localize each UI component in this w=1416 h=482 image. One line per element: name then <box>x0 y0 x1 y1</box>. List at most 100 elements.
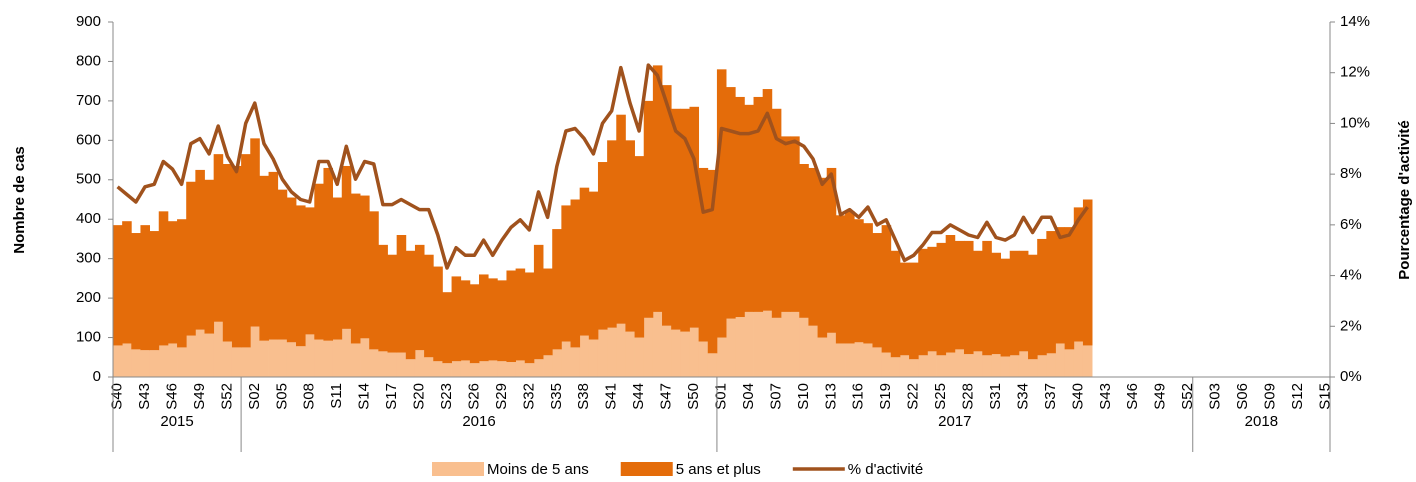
bar <box>469 284 480 364</box>
bar <box>1046 231 1056 354</box>
bar <box>588 191 599 340</box>
y2-tick-label: 2% <box>1340 317 1362 334</box>
x-tick-label: S29 <box>493 383 510 410</box>
bar <box>305 207 315 335</box>
bar <box>817 337 828 377</box>
bar <box>524 272 535 364</box>
y-tick-label: 0 <box>93 368 101 385</box>
bar <box>982 355 992 377</box>
y-tick-label: 200 <box>76 289 101 306</box>
bar <box>835 215 846 344</box>
bar <box>689 106 700 328</box>
bar <box>360 195 370 339</box>
bar <box>296 205 306 347</box>
bar <box>1055 343 1066 377</box>
bar <box>662 85 672 326</box>
group-label: 2018 <box>1245 413 1278 430</box>
bar <box>314 339 324 377</box>
bar <box>652 311 663 377</box>
x-tick-label: S12 <box>1289 383 1306 410</box>
x-tick-label: S49 <box>1152 383 1169 410</box>
bar <box>579 335 590 377</box>
bar <box>479 361 489 377</box>
bar <box>488 360 498 377</box>
bar <box>890 357 901 377</box>
bar <box>552 349 562 377</box>
bar <box>954 349 965 377</box>
x-tick-label: S03 <box>1207 383 1224 410</box>
x-tick-label: S35 <box>548 383 565 410</box>
x-tick-label: S47 <box>658 383 675 410</box>
bar <box>433 361 443 377</box>
bar <box>286 197 297 343</box>
bar <box>643 100 654 318</box>
y-tick-label: 600 <box>76 131 101 148</box>
bar <box>927 351 937 377</box>
bar <box>451 276 462 362</box>
bar <box>771 108 782 318</box>
x-tick-label: S34 <box>1014 383 1031 410</box>
bar <box>762 89 773 311</box>
bar <box>113 345 123 377</box>
bar <box>296 346 306 377</box>
bar <box>607 140 617 328</box>
bar <box>744 311 754 377</box>
bar <box>268 171 279 340</box>
x-tick-label: S46 <box>163 383 180 410</box>
bar <box>973 351 983 377</box>
bar <box>515 268 526 361</box>
bar <box>643 317 654 377</box>
bar <box>936 242 947 356</box>
bar <box>991 252 1001 355</box>
bar <box>387 254 398 353</box>
bar <box>597 162 608 330</box>
legend-swatch <box>432 462 484 476</box>
bar <box>561 341 571 377</box>
bar <box>332 339 343 377</box>
x-tick-label: S13 <box>822 383 839 410</box>
bar <box>231 165 242 348</box>
bar <box>1046 353 1056 377</box>
bar <box>945 235 956 353</box>
bar <box>213 154 224 322</box>
bar <box>954 240 965 350</box>
bar <box>716 69 727 338</box>
bar <box>533 359 544 377</box>
x-tick-label: S14 <box>356 383 373 410</box>
bar <box>396 352 407 377</box>
x-tick-label: S20 <box>411 383 428 410</box>
bar <box>854 342 864 377</box>
bar <box>506 362 517 377</box>
bar <box>845 343 855 377</box>
bar <box>716 337 727 377</box>
bar <box>378 244 388 352</box>
x-tick-label: S50 <box>685 383 702 410</box>
bar <box>195 169 205 330</box>
bar <box>1064 349 1075 377</box>
bar <box>277 189 288 340</box>
bar <box>982 240 992 356</box>
x-tick-label: S19 <box>877 383 894 410</box>
x-tick-label: S43 <box>136 383 153 410</box>
bar <box>1028 359 1038 377</box>
bar <box>744 104 754 312</box>
bar <box>405 250 416 360</box>
bar <box>1073 207 1084 342</box>
bar <box>524 363 535 377</box>
bar <box>561 205 571 342</box>
bar <box>323 167 334 341</box>
bar <box>305 334 315 377</box>
bar <box>872 233 883 348</box>
bar <box>442 292 452 364</box>
bar <box>341 328 352 377</box>
bar <box>817 177 828 338</box>
bar <box>543 268 553 356</box>
bar <box>1000 356 1011 377</box>
bar <box>515 360 526 377</box>
y-tick-label: 900 <box>76 13 101 30</box>
bar <box>826 332 837 377</box>
bar <box>790 136 800 312</box>
bar <box>726 87 736 319</box>
bar <box>753 96 764 312</box>
